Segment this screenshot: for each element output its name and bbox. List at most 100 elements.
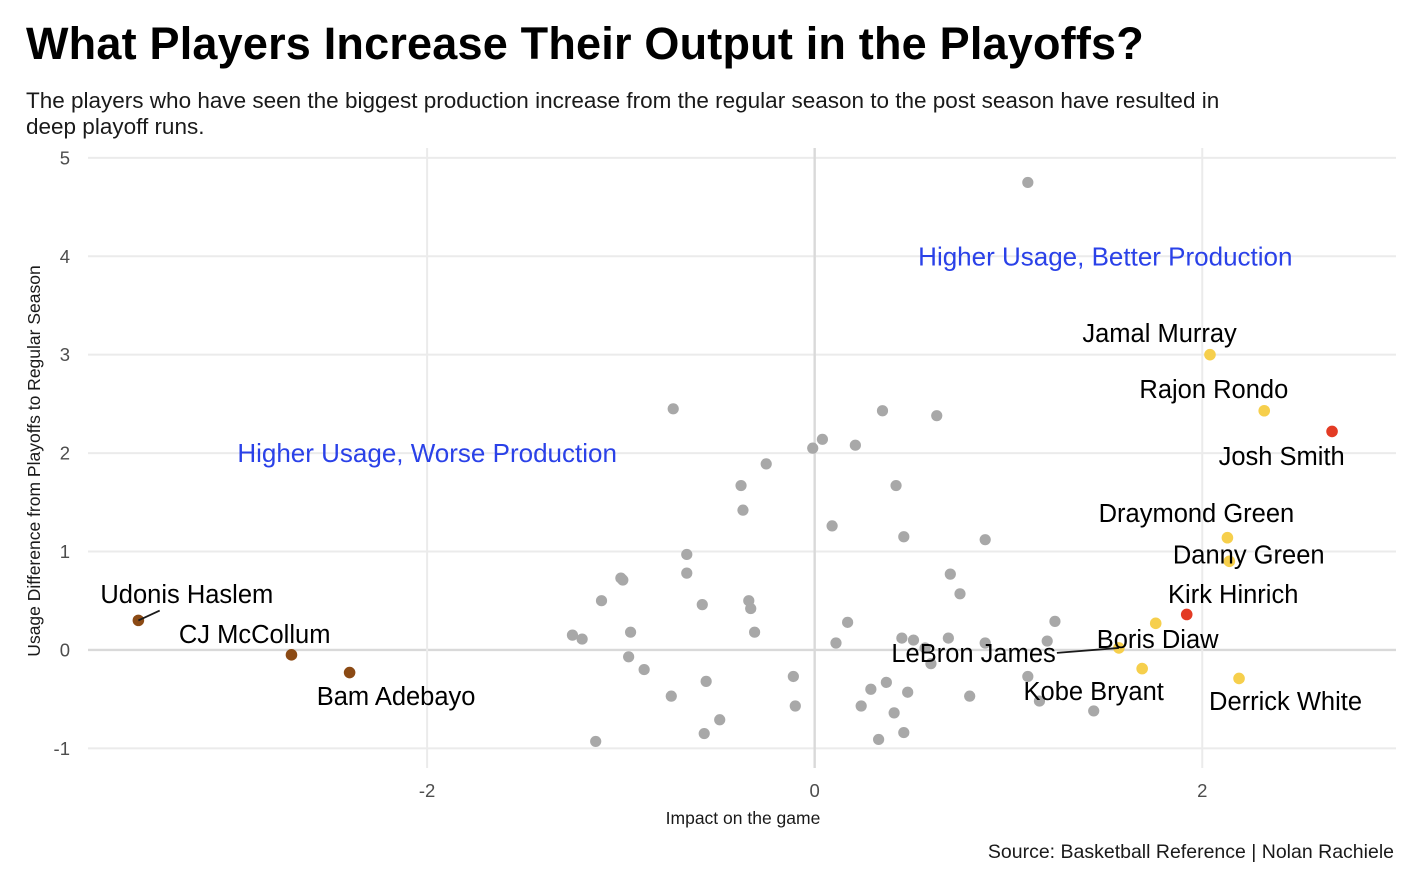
player-labels: Jamal Murray Rajon Rondo Josh Smith Draymon… (100, 320, 1362, 716)
highlight-point (1233, 672, 1245, 685)
player-label: Josh Smith (1219, 443, 1345, 471)
data-point (896, 632, 908, 644)
data-point (623, 651, 635, 663)
data-point (624, 626, 637, 638)
y-axis-title: Usage Difference from Playoffs to Regula… (24, 265, 44, 656)
data-point (1022, 176, 1034, 189)
data-point (931, 410, 943, 422)
data-point (1049, 615, 1061, 627)
data-point (667, 403, 679, 415)
player-label: Jamal Murray (1082, 320, 1237, 348)
data-point (880, 676, 892, 688)
data-point (849, 439, 861, 451)
data-point (748, 626, 761, 638)
data-point (964, 690, 976, 702)
data-point (745, 602, 757, 615)
data-point (787, 670, 799, 683)
data-point (842, 616, 854, 628)
data-point (925, 658, 937, 670)
data-point (979, 637, 991, 649)
data-point (979, 534, 991, 546)
data-point (576, 633, 588, 645)
data-point (665, 690, 677, 702)
data-point (1041, 635, 1053, 647)
player-label: Derrick White (1209, 688, 1362, 716)
player-label: Bam Adebayo (317, 683, 476, 711)
highlight-point (1258, 404, 1271, 417)
data-point (865, 683, 877, 695)
player-label: Rajon Rondo (1139, 376, 1288, 404)
y-tick-label: 1 (60, 541, 70, 562)
data-point (1033, 695, 1046, 707)
highlight-point (1221, 531, 1234, 544)
data-point (698, 727, 710, 740)
x-tick-label: 2 (1197, 780, 1207, 801)
data-point (1022, 670, 1034, 683)
y-tick-label: -1 (54, 738, 70, 759)
data-point (902, 686, 914, 698)
x-tick-label: -2 (419, 780, 435, 801)
data-point (735, 479, 747, 492)
data-point (595, 595, 608, 607)
data-point (617, 574, 629, 586)
data-point (1088, 705, 1100, 717)
chart-title: What Players Increase Their Output in th… (26, 18, 1144, 69)
label-leader-line (1056, 647, 1119, 654)
data-point (888, 707, 900, 719)
highlight-point (1223, 555, 1236, 568)
data-point (898, 726, 910, 739)
data-point (696, 599, 708, 611)
data-point (873, 733, 885, 746)
highlight-point (343, 666, 356, 679)
data-point (760, 458, 772, 470)
y-tick-label: 0 (60, 639, 70, 660)
data-point (876, 405, 889, 417)
data-point (830, 637, 842, 649)
data-point (714, 714, 726, 726)
data-point (890, 479, 902, 492)
data-point (898, 531, 910, 543)
data-point (700, 675, 712, 687)
data-point (590, 735, 602, 748)
data-point (826, 520, 838, 532)
axis-ticks: -1 0 1 2 3 4 5 -2 0 2 (54, 147, 1208, 801)
data-point (944, 568, 956, 580)
highlight-point (1326, 425, 1338, 438)
data-point (954, 588, 966, 600)
source-caption: Source: Basketball Reference | Nolan Rac… (987, 841, 1394, 863)
player-label: Draymond Green (1099, 500, 1295, 528)
data-point (681, 567, 693, 579)
data-points (132, 176, 1338, 748)
x-tick-label: 0 (810, 780, 820, 801)
grid-lines (88, 148, 1396, 768)
y-tick-label: 2 (60, 443, 70, 464)
data-point (566, 629, 579, 641)
label-leader-line (138, 609, 161, 622)
player-label: CJ McCollum (179, 621, 331, 649)
data-point (789, 700, 801, 712)
player-label: Boris Diaw (1097, 626, 1219, 654)
highlight-point (1204, 348, 1216, 361)
highlight-point (1136, 662, 1148, 675)
data-point (942, 632, 954, 644)
data-point (737, 504, 749, 516)
player-label: LeBron James (891, 640, 1055, 668)
highlight-point (1180, 608, 1193, 621)
quadrant-label: Higher Usage, Better Production (918, 241, 1292, 271)
player-label: Kobe Bryant (1024, 678, 1164, 706)
data-point (807, 442, 819, 454)
quadrant-labels: Higher Usage, Better Production Higher Us… (237, 241, 1292, 468)
y-tick-label: 3 (60, 344, 70, 365)
data-point (638, 663, 650, 676)
y-tick-label: 4 (60, 246, 70, 267)
quadrant-label: Higher Usage, Worse Production (237, 438, 617, 468)
highlight-point (1149, 617, 1162, 630)
y-tick-label: 5 (60, 147, 70, 168)
data-point (907, 634, 920, 646)
x-axis-title: Impact on the game (666, 808, 821, 828)
data-point (855, 700, 867, 712)
data-point (919, 642, 931, 654)
data-point (681, 548, 693, 561)
player-label: Kirk Hinrich (1168, 581, 1298, 609)
